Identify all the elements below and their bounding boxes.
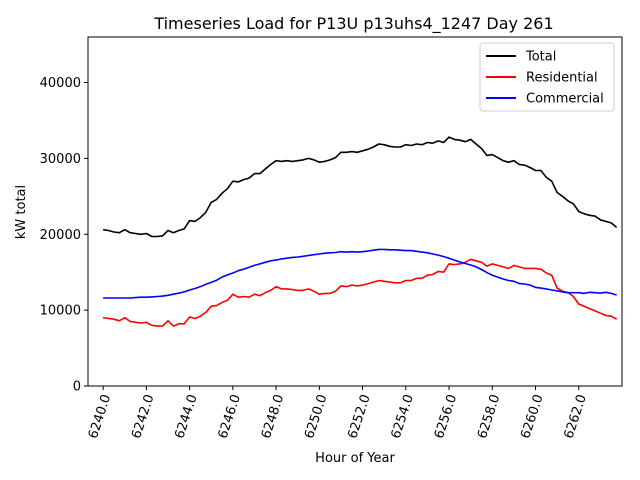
x-tick-label: 6240.0 bbox=[86, 393, 114, 441]
y-tick-label: 0 bbox=[73, 380, 81, 395]
x-tick-label: 6260.0 bbox=[518, 393, 546, 441]
chart-title: Timeseries Load for P13U p13uhs4_1247 Da… bbox=[153, 14, 553, 34]
x-tick-label: 6248.0 bbox=[259, 393, 287, 441]
x-tick-label: 6256.0 bbox=[432, 393, 460, 441]
x-tick-label: 6252.0 bbox=[345, 393, 373, 441]
x-tick-label: 6250.0 bbox=[302, 393, 330, 441]
series-line-total bbox=[102, 136, 618, 238]
y-tick-label: 40000 bbox=[40, 76, 81, 91]
x-tick-label: 6258.0 bbox=[475, 393, 503, 441]
y-tick-label: 30000 bbox=[40, 152, 81, 167]
legend-box bbox=[479, 42, 615, 112]
legend-label-residential: Residential bbox=[526, 71, 598, 86]
y-axis-label: kW total bbox=[14, 185, 29, 239]
x-tick-label: 6246.0 bbox=[216, 393, 244, 441]
legend: Total Residential Commercial bbox=[479, 42, 615, 112]
y-tick-label: 20000 bbox=[40, 228, 81, 243]
y-axis-ticks: 0 10000 20000 30000 40000 bbox=[40, 76, 88, 395]
x-tick-label: 6254.0 bbox=[389, 393, 417, 441]
legend-label-commercial: Commercial bbox=[526, 92, 604, 107]
x-axis-ticks: 6240.0 6242.0 6244.0 6246.0 6248.0 6250.0 6252… bbox=[86, 386, 590, 441]
x-tick-label: 6242.0 bbox=[129, 393, 157, 441]
series-layer bbox=[102, 136, 618, 327]
series-line-residential bbox=[102, 258, 617, 327]
y-tick-label: 10000 bbox=[40, 304, 81, 319]
x-axis-label: Hour of Year bbox=[315, 451, 395, 466]
x-tick-label: 6244.0 bbox=[172, 393, 200, 441]
legend-label-total: Total bbox=[525, 50, 556, 65]
series-line-commercial bbox=[103, 248, 617, 299]
x-tick-label: 6262.0 bbox=[562, 393, 590, 441]
